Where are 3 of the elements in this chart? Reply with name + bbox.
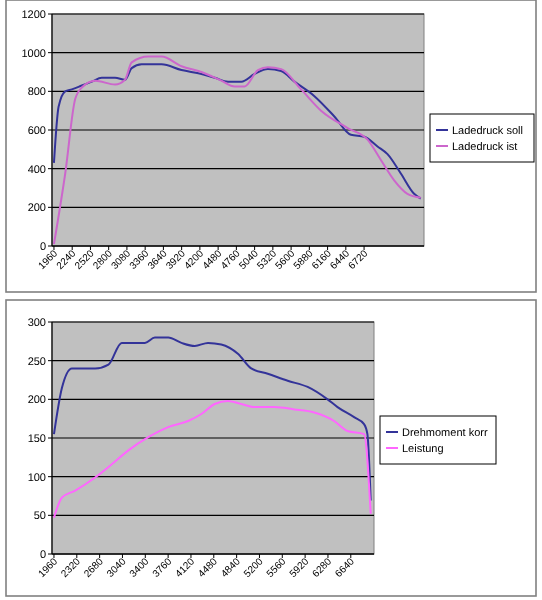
line-series (52, 336, 372, 502)
line-series (52, 63, 422, 200)
line-series (52, 399, 372, 519)
